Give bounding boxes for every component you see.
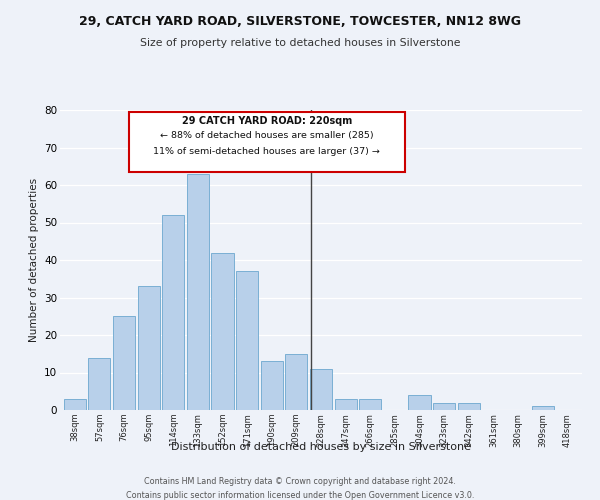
Text: Size of property relative to detached houses in Silverstone: Size of property relative to detached ho… xyxy=(140,38,460,48)
Text: 29 CATCH YARD ROAD: 220sqm: 29 CATCH YARD ROAD: 220sqm xyxy=(182,116,352,126)
Bar xyxy=(310,369,332,410)
Bar xyxy=(162,215,184,410)
Bar xyxy=(211,252,233,410)
Bar xyxy=(64,399,86,410)
Bar xyxy=(359,399,382,410)
Bar xyxy=(409,395,431,410)
Bar xyxy=(260,361,283,410)
Bar xyxy=(532,406,554,410)
Bar xyxy=(236,271,258,410)
Text: 29, CATCH YARD ROAD, SILVERSTONE, TOWCESTER, NN12 8WG: 29, CATCH YARD ROAD, SILVERSTONE, TOWCES… xyxy=(79,15,521,28)
Y-axis label: Number of detached properties: Number of detached properties xyxy=(29,178,38,342)
Bar xyxy=(458,402,480,410)
Bar xyxy=(113,316,135,410)
Bar xyxy=(137,286,160,410)
Bar xyxy=(335,399,357,410)
Bar xyxy=(187,174,209,410)
Text: 11% of semi-detached houses are larger (37) →: 11% of semi-detached houses are larger (… xyxy=(154,147,380,156)
Text: Distribution of detached houses by size in Silverstone: Distribution of detached houses by size … xyxy=(171,442,471,452)
Bar xyxy=(88,358,110,410)
FancyBboxPatch shape xyxy=(129,112,405,172)
Bar xyxy=(285,354,307,410)
Text: Contains HM Land Registry data © Crown copyright and database right 2024.: Contains HM Land Registry data © Crown c… xyxy=(144,478,456,486)
Text: ← 88% of detached houses are smaller (285): ← 88% of detached houses are smaller (28… xyxy=(160,131,374,140)
Bar xyxy=(433,402,455,410)
Text: Contains public sector information licensed under the Open Government Licence v3: Contains public sector information licen… xyxy=(126,491,474,500)
